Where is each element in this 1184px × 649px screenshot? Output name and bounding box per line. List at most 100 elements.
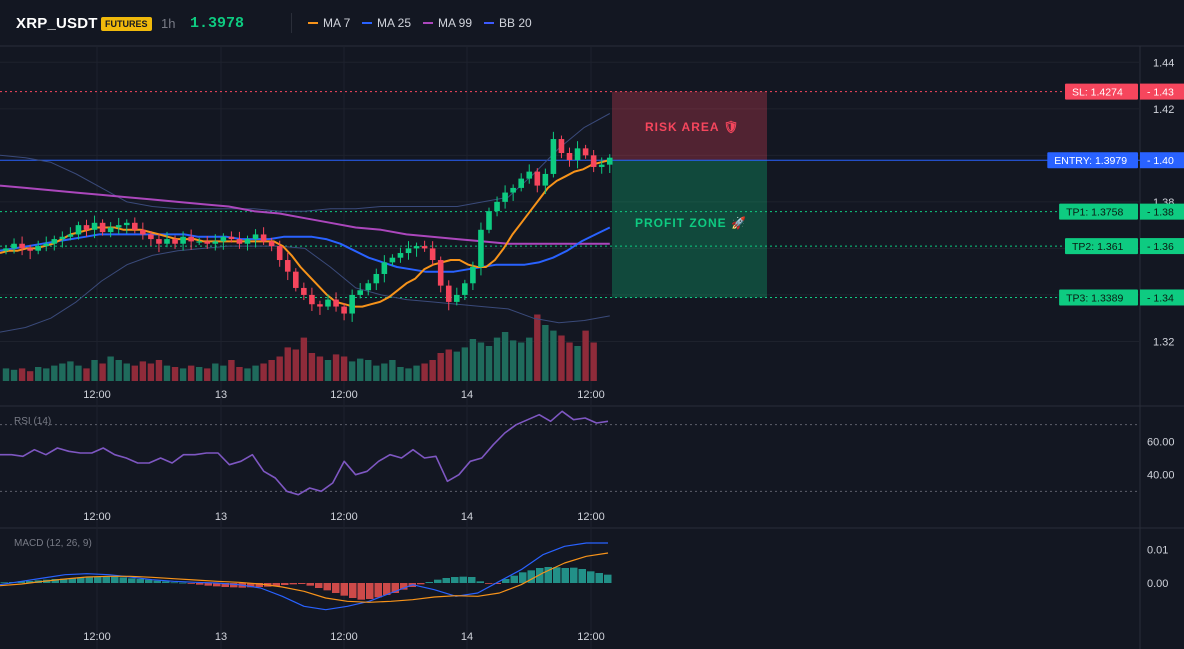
price-tick-label: 1.44 <box>1153 57 1174 69</box>
volume-bar <box>324 360 332 381</box>
candle-body <box>148 234 154 240</box>
candle-body <box>268 241 275 247</box>
legend-bb20[interactable]: BB 20 <box>484 16 532 30</box>
candle-body <box>83 225 90 230</box>
macd-histogram-bar <box>221 583 229 587</box>
macd-histogram-bar <box>536 568 544 583</box>
macd-histogram-bar <box>204 583 212 586</box>
macd-histogram-bar <box>527 570 535 583</box>
macd-histogram-bar <box>187 583 195 584</box>
candle-body <box>196 241 202 243</box>
volume-bar <box>437 353 444 381</box>
candle-body <box>421 246 428 249</box>
bollinger-bands <box>0 113 611 333</box>
trade-levels <box>0 91 1140 298</box>
profit-zone <box>612 160 767 298</box>
volume-bar <box>477 342 485 381</box>
candle-body <box>502 192 508 202</box>
legend-ma25[interactable]: MA 25 <box>362 16 411 30</box>
candle-body <box>212 241 219 244</box>
macd-histogram-bar <box>170 582 178 584</box>
interval-selector[interactable]: 1h <box>161 16 176 31</box>
legend-ma99[interactable]: MA 99 <box>423 16 472 30</box>
time-label: 12:00 <box>330 389 358 401</box>
level-tag-tp3-price-bg <box>1140 289 1184 306</box>
macd-histogram-bar <box>230 583 238 588</box>
candle-body <box>140 229 146 235</box>
legend-ma7[interactable]: MA 7 <box>308 16 350 30</box>
volume-bar <box>179 368 187 381</box>
ma99-line <box>0 184 610 245</box>
time-label: 12:00 <box>330 631 358 643</box>
profit-zone-label: PROFIT ZONE 🚀 <box>635 216 747 230</box>
candle-body <box>284 260 291 272</box>
macd-histogram-bar <box>434 579 442 583</box>
bollinger-lower-line <box>0 245 610 333</box>
candle-body <box>574 148 581 160</box>
volume-bar <box>534 314 541 381</box>
candle-body <box>99 222 106 233</box>
volume-bar <box>590 342 597 381</box>
level-tag-tp1-price-bg <box>1140 203 1184 220</box>
volume-bar <box>131 365 138 381</box>
macd-histogram-bar <box>595 573 603 583</box>
candle-body <box>156 239 162 244</box>
header-divider <box>291 13 292 33</box>
volume-bar <box>485 346 493 381</box>
volume-bar <box>405 368 412 381</box>
volume-bar <box>268 360 275 381</box>
macd-histogram-bar <box>196 583 204 585</box>
macd-histogram-bar <box>60 578 68 583</box>
candle-body <box>405 248 412 254</box>
level-tag-entry-label: ENTRY: 1.3979 <box>1054 155 1127 167</box>
volume-bar <box>99 363 106 381</box>
level-tag-entry-price: - 1.40 <box>1147 155 1174 167</box>
volume-bar <box>365 360 372 381</box>
macd-histogram-bar <box>315 583 323 588</box>
symbol-name[interactable]: XRP_USDT <box>16 15 98 32</box>
macd-histogram-bar <box>77 577 85 583</box>
level-tag-tp2-label: TP2: 1.361 <box>1072 241 1124 253</box>
legend-ma99-label: MA 99 <box>438 16 473 30</box>
rsi-tick-label: 60.00 <box>1147 436 1175 448</box>
level-tag-sl-label: SL: 1.4274 <box>1072 87 1123 99</box>
macd-line <box>0 542 608 611</box>
macd-histogram-bar <box>417 583 425 585</box>
macd-histogram-bar <box>561 568 569 583</box>
volume-bar <box>260 363 267 381</box>
candlesticks <box>3 131 613 322</box>
level-tag-tp2-label-bg <box>1065 238 1138 255</box>
macd-histogram-bar <box>0 582 8 584</box>
candle-body <box>164 239 170 244</box>
volume-bar <box>469 339 477 381</box>
candle-body <box>19 243 25 249</box>
level-tags: SL: 1.4274 - 1.43 ENTRY: 1.3979 - 1.40 TP1: … <box>1047 83 1184 306</box>
volume-bar <box>316 356 324 381</box>
level-tag-sl-price-bg <box>1140 83 1184 100</box>
volume-bar <box>35 367 42 381</box>
candle-body <box>107 227 114 233</box>
macd-histogram-bar <box>544 567 552 583</box>
macd-tick-label: 0.01 <box>1147 545 1168 557</box>
candle-body <box>244 239 251 244</box>
macd-histogram-bar <box>502 579 510 583</box>
volume-bar <box>284 347 291 381</box>
candle-body <box>301 287 307 295</box>
volume-bar <box>421 363 428 381</box>
level-tag-tp3-price: - 1.34 <box>1147 292 1174 304</box>
volume-bar <box>212 363 219 381</box>
macd-histogram-bar <box>272 583 280 586</box>
risk-area-label: RISK AREA 🛡 <box>645 120 740 134</box>
candle-body <box>365 283 372 291</box>
time-label: 14 <box>461 631 473 643</box>
macd-pane: MACD (12, 26, 9) 0.01 0.00 <box>0 538 1168 611</box>
volume-bar <box>292 349 299 381</box>
candle-body <box>429 248 436 261</box>
candle-body <box>445 285 452 302</box>
macd-histogram-bar <box>587 571 595 583</box>
macd-histogram-bar <box>510 575 518 583</box>
macd-histogram-bar <box>340 583 348 596</box>
candle-body <box>462 283 468 295</box>
candle-body <box>3 248 9 251</box>
